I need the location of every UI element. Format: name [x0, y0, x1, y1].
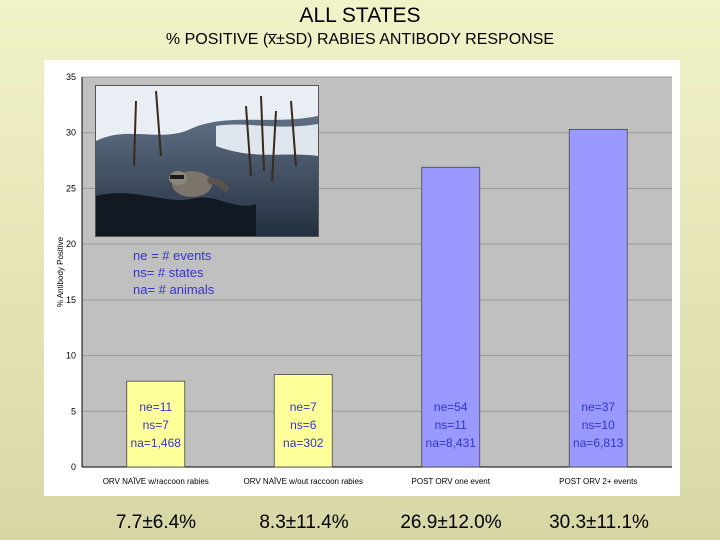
x-tick-label: POST ORV one event	[412, 477, 491, 486]
legend-box: ne = # events ns= # states na= # animals	[133, 247, 214, 298]
bar-count-label: ne=37	[581, 400, 615, 414]
summary-label: 26.9±12.0%	[400, 512, 502, 533]
y-tick-label: 10	[66, 351, 76, 361]
x-tick-label: ORV NAÏVE w/out raccoon rabies	[244, 477, 363, 486]
bar-count-label: ne=7	[290, 400, 317, 414]
summary-label: 30.3±11.1%	[549, 512, 649, 533]
bar-count-label: ne=54	[434, 400, 468, 414]
bar-count-label: na=8,431	[426, 436, 477, 450]
legend-line: ns= # states	[133, 265, 204, 280]
x-tick-label: POST ORV 2+ events	[559, 477, 637, 486]
y-tick-label: 15	[66, 295, 76, 305]
summary-label: 7.7±6.4%	[115, 512, 197, 533]
y-tick-label: 20	[66, 239, 76, 249]
chart-subtitle: % POSITIVE (x̅±SD) RABIES ANTIBODY RESPO…	[165, 31, 555, 48]
bar-count-label: na=302	[283, 436, 324, 450]
bar-count-label: ns=7	[143, 418, 170, 432]
legend-line: na= # animals	[133, 282, 215, 297]
y-tick-label: 35	[66, 72, 76, 82]
bar	[421, 166, 481, 468]
bar-count-label: ns=6	[290, 418, 317, 432]
bar-count-label: na=6,813	[573, 436, 624, 450]
y-tick-label: 25	[66, 183, 76, 193]
y-tick-label: 30	[66, 128, 76, 138]
y-tick-label: 0	[71, 462, 76, 472]
bar-count-label: na=1,468	[131, 436, 182, 450]
bar-count-label: ns=10	[582, 418, 615, 432]
summary-label: 8.3±11.4%	[259, 512, 349, 533]
bar-count-label: ns=11	[435, 418, 467, 432]
chart-title: ALL STATES	[299, 4, 421, 27]
x-tick-label: ORV NAÏVE w/raccoon rabies	[103, 477, 209, 486]
bar	[126, 380, 186, 468]
bar-count-label: ne=11	[139, 400, 172, 414]
bar	[568, 128, 628, 468]
legend-line: ne = # events	[133, 248, 212, 263]
raccoon-photo	[95, 85, 319, 237]
bar	[273, 374, 333, 468]
y-tick-label: 5	[71, 406, 76, 416]
y-axis-label: % Antibody Positive	[56, 236, 65, 307]
